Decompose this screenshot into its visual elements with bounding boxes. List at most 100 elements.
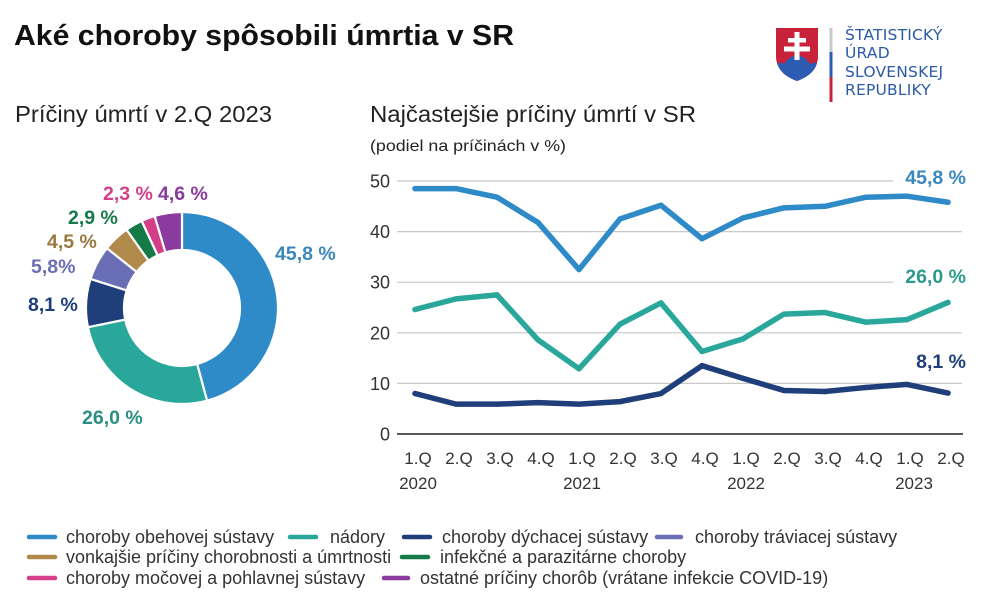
data-point — [535, 337, 541, 343]
legend-item: choroby obehovej sústavy — [26, 527, 274, 547]
x-tick-label: 4.Q — [527, 449, 554, 468]
data-point — [535, 399, 541, 406]
data-point — [781, 205, 787, 211]
y-tick-label: 20 — [370, 323, 390, 343]
data-point — [904, 316, 910, 323]
x-tick-label: 3.Q — [814, 449, 841, 468]
x-group-label: 2023 — [895, 474, 933, 493]
data-point — [576, 266, 582, 273]
data-point — [699, 362, 705, 369]
data-point — [617, 398, 623, 405]
data-point — [658, 390, 664, 397]
donut-slice — [153, 210, 184, 254]
tricolor-bar-blue — [829, 52, 833, 77]
donut-data-label: 4,5 % — [47, 231, 97, 253]
data-point — [904, 193, 910, 199]
x-tick-label: 1.Q — [896, 449, 923, 468]
y-tick-label: 30 — [370, 273, 390, 293]
donut-slice — [180, 210, 280, 403]
donut-data-label: 45,8 % — [275, 243, 336, 265]
x-tick-label: 2.Q — [937, 449, 964, 468]
tricolor-bar — [829, 28, 833, 102]
data-point — [494, 194, 500, 200]
data-point — [453, 185, 459, 192]
logo-text-line: ÚRAD — [845, 43, 890, 62]
data-point — [822, 388, 828, 395]
legend-item: infekčné a parazitárne choroby — [399, 547, 686, 567]
legend-item: ostatné príčiny chorôb (vrátane infekcie… — [381, 568, 828, 588]
logo-text-line: ŠTATISTICKÝ — [845, 25, 943, 44]
series-end-label: 8,1 % — [916, 351, 966, 373]
data-point — [494, 292, 500, 298]
statistical-office-logo: ŠTATISTICKÝ ÚRAD SLOVENSKEJ REPUBLIKY — [776, 25, 943, 102]
series-line — [412, 185, 951, 273]
line-chart-subtitle: (podiel na príčinách v %) — [370, 138, 566, 155]
y-tick-label: 0 — [380, 425, 390, 445]
x-group-label: 2020 — [399, 474, 437, 493]
data-point — [699, 348, 705, 355]
x-tick-label: 1.Q — [732, 449, 759, 468]
data-point — [535, 219, 541, 226]
data-point — [822, 309, 828, 316]
data-point — [658, 202, 664, 208]
donut-slice — [86, 318, 209, 406]
series-line — [412, 292, 951, 372]
legend-label: choroby močovej a pohlavnej sústavy — [66, 568, 365, 588]
y-tick-label: 10 — [370, 374, 390, 394]
data-point — [904, 381, 910, 388]
data-point — [863, 384, 869, 391]
tricolor-bar-red — [829, 77, 833, 102]
legend-item: choroby tráviacej sústavy — [654, 527, 897, 547]
x-tick-label: 2.Q — [445, 449, 472, 468]
end-label-background — [893, 265, 969, 289]
donut-chart-title: Príčiny úmrtí v 2.Q 2023 — [15, 101, 272, 127]
slovak-coat-of-arms-icon — [776, 28, 818, 81]
x-tick-label: 4.Q — [691, 449, 718, 468]
data-point — [617, 321, 623, 327]
x-tick-label: 1.Q — [568, 449, 595, 468]
data-point — [412, 185, 418, 192]
donut-data-label: 2,9 % — [68, 207, 118, 229]
x-tick-label: 3.Q — [650, 449, 677, 468]
legend-label: choroby tráviacej sústavy — [695, 527, 897, 547]
data-point — [576, 401, 582, 407]
legend: choroby obehovej sústavy nádory choroby … — [26, 527, 897, 588]
logo-text-line: SLOVENSKEJ — [845, 63, 943, 81]
end-label-background — [893, 166, 969, 190]
data-point — [494, 401, 500, 407]
legend-label: infekčné a parazitárne choroby — [440, 547, 686, 567]
legend-label: ostatné príčiny chorôb (vrátane infekcie… — [420, 568, 828, 588]
data-point — [412, 306, 418, 313]
legend-label: choroby obehovej sústavy — [66, 527, 274, 547]
donut-data-label: 8,1 % — [28, 294, 78, 316]
series — [412, 292, 951, 372]
legend-item: choroby močovej a pohlavnej sústavy — [26, 568, 365, 588]
data-point — [781, 311, 787, 317]
x-tick-label: 3.Q — [486, 449, 513, 468]
x-group-label: 2022 — [727, 474, 765, 493]
data-point — [945, 390, 951, 396]
y-tick-label: 50 — [370, 172, 390, 192]
end-label-background — [893, 350, 969, 374]
x-tick-label: 2.Q — [773, 449, 800, 468]
donut-data-label: 5,8% — [31, 256, 75, 278]
logo-text-line: REPUBLIKY — [845, 81, 931, 99]
data-point — [740, 336, 746, 342]
data-point — [863, 319, 869, 325]
legend-label: choroby dýchacej sústavy — [442, 527, 648, 547]
data-point — [945, 199, 951, 205]
legend-label: vonkajšie príčiny chorobnosti a úmrtnost… — [66, 547, 391, 567]
donut-data-label: 2,3 % — [103, 183, 153, 205]
page-title: Aké choroby spôsobili úmrtia v SR — [14, 20, 514, 52]
data-point — [617, 216, 623, 222]
line-chart: 0 10 20 30 40 50 1.Q 2.Q 3.Q 4.Q 1.Q 2.Q 3.Q 4.Q 1.Q 2.… — [370, 166, 969, 493]
series-end-label: 45,8 % — [905, 167, 966, 189]
x-group-label: 2021 — [563, 474, 601, 493]
x-tick-label: 1.Q — [404, 449, 431, 468]
line-chart-title: Najčastejšie príčiny úmrtí v SR — [370, 101, 696, 127]
y-tick-label: 40 — [370, 222, 390, 242]
data-point — [740, 375, 746, 382]
donut-data-label: 4,6 % — [158, 183, 208, 205]
data-point — [863, 194, 869, 200]
